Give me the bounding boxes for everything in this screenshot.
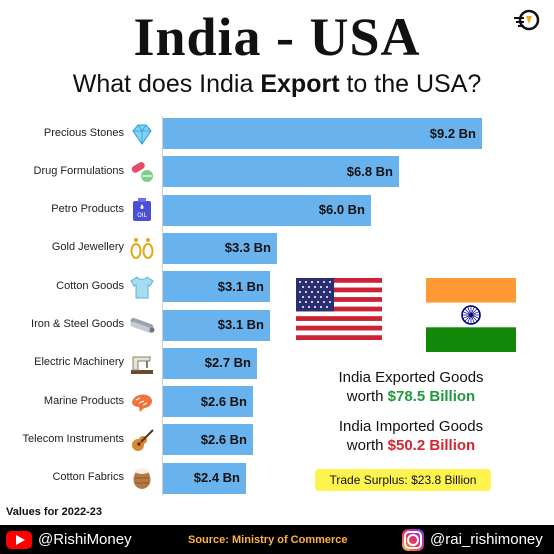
category-label: Cotton Goods (56, 279, 124, 292)
instagram-icon[interactable] (402, 529, 424, 551)
bar (163, 386, 253, 418)
category-label: Iron & Steel Goods (31, 318, 124, 330)
category-label: Drug Formulations (33, 164, 124, 177)
earrings-icon (130, 238, 154, 260)
exported-goods-text: India Exported Goods worth $78.5 Billion (286, 368, 536, 406)
values-note: Values for 2022-23 (6, 506, 103, 518)
bar-value-label: $2.6 Bn (200, 393, 247, 409)
bar (163, 424, 253, 456)
export-bar-chart: Precious Stones $9.2 Bn Drug Formulations $… (22, 116, 482, 496)
guitar-icon (132, 429, 154, 451)
category-label: Gold Jewellery (51, 241, 124, 254)
chart-axis-line (162, 116, 163, 496)
bar (163, 156, 399, 188)
india-flag (426, 278, 516, 352)
sewing-machine-icon (131, 356, 153, 375)
exported-pre: worth (346, 388, 388, 405)
bar (163, 232, 277, 264)
bar-value-label: $2.4 Bn (193, 470, 240, 486)
imported-pre: worth (346, 437, 388, 454)
category-label: Cotton Fabrics (52, 471, 124, 484)
svg-text:OIL: OIL (137, 212, 147, 219)
youtube-icon[interactable] (6, 531, 32, 549)
category-label: Electric Machinery (34, 356, 124, 369)
category-label: Marine Products (43, 394, 124, 407)
source-text: Source: Ministry of Commerce (188, 534, 348, 546)
bar-value-label: $2.7 Bn (204, 355, 251, 371)
cotton-sack-icon (133, 468, 151, 490)
bar-value-label: $3.1 Bn (217, 278, 264, 294)
bar (163, 347, 257, 379)
bar-value-label: $6.8 Bn (346, 163, 393, 179)
subtitle-post: to the USA? (339, 70, 482, 98)
steel-pipes-icon (130, 317, 155, 334)
bar (163, 118, 482, 149)
exported-line1: India Exported Goods (338, 369, 484, 386)
bar-value-label: $9.2 Bn (429, 125, 476, 141)
bar-value-label: $3.1 Bn (217, 317, 264, 332)
bar (163, 271, 270, 303)
shrimp-icon (132, 394, 153, 412)
bar (163, 462, 246, 494)
diamond-icon (132, 124, 152, 145)
footer-bar: @RishiMoney Source: Ministry of Commerce… (0, 525, 554, 554)
brand-logo-icon (514, 9, 540, 31)
youtube-handle[interactable]: @RishiMoney (38, 531, 132, 548)
pills-icon (131, 161, 153, 182)
bar (163, 309, 270, 341)
subtitle-pre: What does India (72, 70, 261, 98)
usa-flag (296, 278, 382, 340)
page-title: India - USA (133, 7, 421, 67)
instagram-handle[interactable]: @rai_rishimoney (430, 531, 543, 548)
trade-surplus-badge: Trade Surplus: $23.8 Billion (315, 469, 491, 491)
bar-value-label: $2.6 Bn (200, 431, 247, 447)
imported-line1: India Imported Goods (338, 418, 484, 435)
imported-goods-text: India Imported Goods worth $50.2 Billion (286, 417, 536, 455)
imported-line2: worth $50.2 Billion (286, 436, 536, 455)
exported-line2: worth $78.5 Billion (286, 387, 536, 406)
bar-value-label: $3.3 Bn (224, 240, 271, 256)
page-subtitle: What does India Export to the USA? (0, 70, 554, 99)
subtitle-bold: Export (260, 70, 340, 98)
category-label: Petro Products (51, 203, 124, 216)
category-label: Precious Stones (43, 126, 124, 139)
imported-value: $50.2 Billion (387, 437, 476, 454)
bar (163, 194, 371, 226)
exported-value: $78.5 Billion (387, 388, 476, 405)
tshirt-icon (130, 275, 154, 299)
bar-value-label: $6.0 Bn (318, 202, 365, 218)
category-label: Telecom Instruments (22, 432, 124, 445)
oil-can-icon: OIL (133, 198, 151, 222)
